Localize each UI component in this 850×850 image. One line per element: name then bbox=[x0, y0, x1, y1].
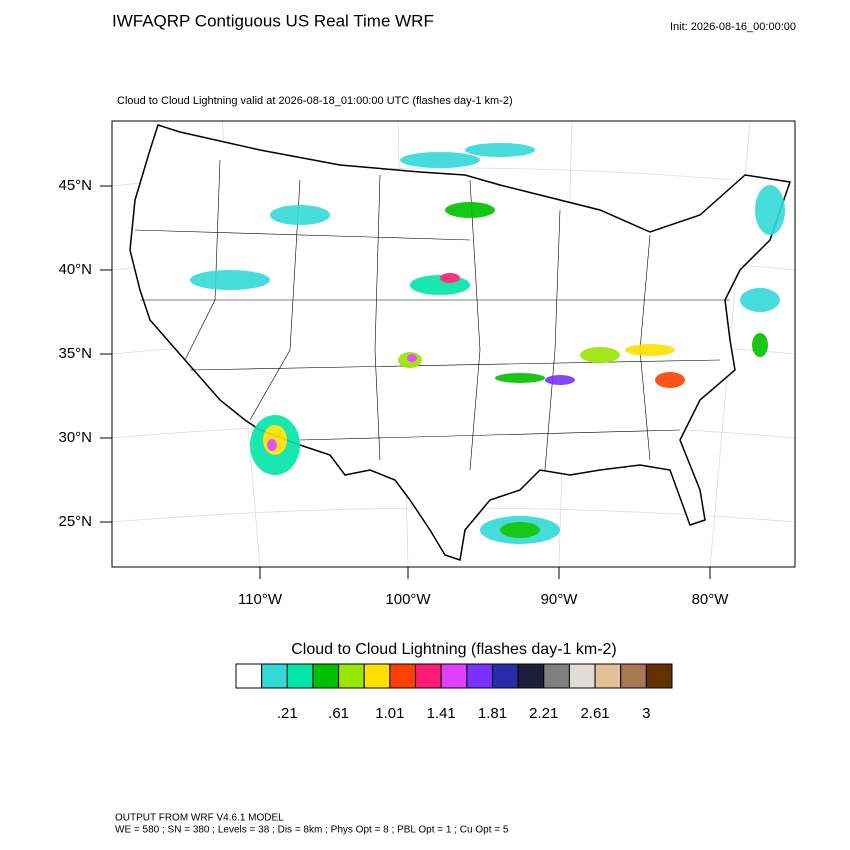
colorbar-box bbox=[363, 663, 391, 689]
lat-label: 40°N bbox=[58, 261, 92, 278]
colorbar-box bbox=[543, 663, 570, 689]
colorbar-box bbox=[415, 663, 442, 689]
colorbar-box bbox=[440, 663, 468, 689]
colorbar-box bbox=[517, 663, 545, 689]
colorbar-label: 3 bbox=[642, 705, 650, 722]
lon-label: 90°W bbox=[541, 591, 579, 608]
colorbar-box bbox=[620, 663, 647, 689]
footer-line: OUTPUT FROM WRF V4.6.1 MODEL bbox=[115, 813, 284, 824]
map-area bbox=[112, 121, 795, 567]
colorbar-label: 1.01 bbox=[375, 705, 404, 722]
colorbar-box bbox=[261, 663, 288, 689]
colorbar-label: 2.61 bbox=[580, 705, 609, 722]
lon-label: 80°W bbox=[692, 591, 730, 608]
colorbar-title: Cloud to Cloud Lightning (flashes day-1 … bbox=[291, 641, 617, 658]
colorbar-box bbox=[312, 663, 340, 689]
colorbar-label: .21 bbox=[277, 705, 298, 722]
lon-label: 110°W bbox=[238, 591, 283, 608]
colorbar-label: 2.21 bbox=[529, 705, 558, 722]
lat-label: 25°N bbox=[58, 513, 92, 530]
title: IWFAQRP Contiguous US Real Time WRF bbox=[112, 11, 434, 30]
lon-label: 100°W bbox=[385, 591, 431, 608]
lat-label: 45°N bbox=[58, 177, 92, 194]
subtitle: Cloud to Cloud Lightning valid at 2026-0… bbox=[117, 95, 513, 107]
colorbar-box bbox=[338, 663, 365, 689]
map-frame bbox=[111, 120, 796, 568]
lightning-areas bbox=[190, 143, 785, 544]
lat-label: 30°N bbox=[58, 429, 92, 446]
state-lines bbox=[134, 159, 730, 471]
lat-label: 35°N bbox=[58, 345, 92, 362]
colorbar-box bbox=[235, 663, 263, 689]
init-time: Init: 2026-08-16_00:00:00 bbox=[670, 21, 796, 33]
footer-line: WE = 580 ; SN = 380 ; Levels = 38 ; Dis … bbox=[115, 825, 509, 836]
us-outline bbox=[129, 124, 792, 561]
colorbar-box bbox=[466, 663, 493, 689]
colorbar-label: 1.81 bbox=[478, 705, 507, 722]
colorbar-box bbox=[286, 663, 314, 689]
colorbar-box bbox=[389, 663, 417, 689]
colorbar-box bbox=[568, 663, 596, 689]
colorbar-box bbox=[491, 663, 519, 689]
colorbar-label: 1.41 bbox=[427, 705, 456, 722]
colorbar-box bbox=[594, 663, 622, 689]
colorbar-box bbox=[645, 663, 673, 689]
colorbar-label: .61 bbox=[328, 705, 349, 722]
